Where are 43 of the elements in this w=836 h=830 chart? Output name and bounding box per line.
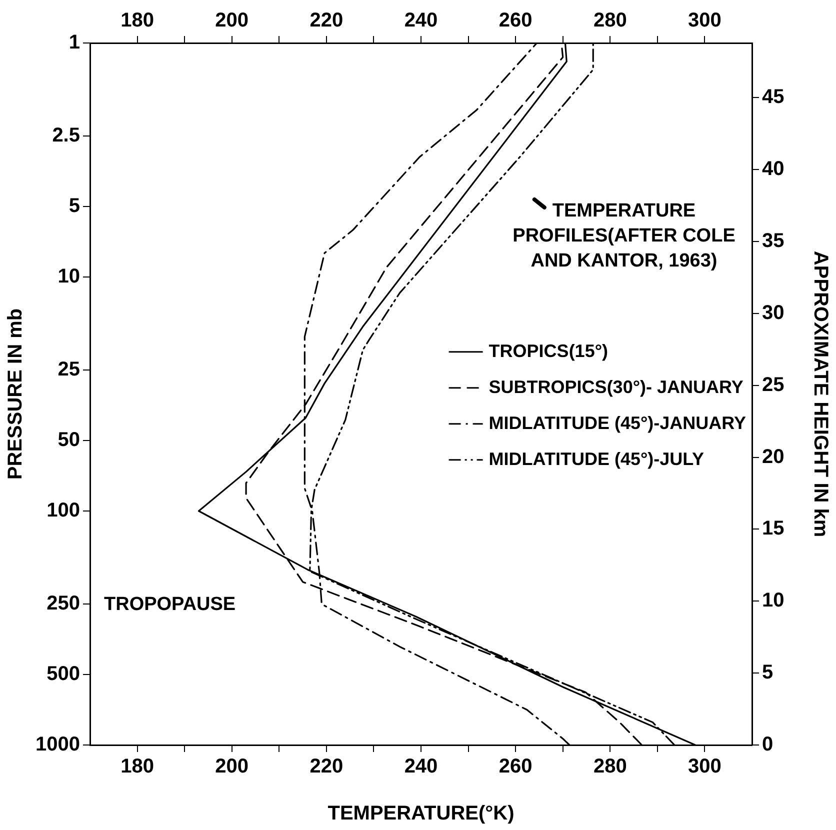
x2-tick-label: 180 (120, 10, 154, 32)
legend-label: MIDLATITUDE (45°)-JULY (488, 448, 704, 469)
x-tick-label: 180 (120, 756, 154, 778)
y2-tick-label: 10 (762, 590, 784, 612)
y2-tick-label: 30 (762, 302, 784, 324)
y-tick-label: 1000 (36, 734, 80, 756)
annotation: TEMPERATURE PROFILES(AFTER COLE AND KANTOR, 1963) (512, 200, 736, 272)
x2-tick-label: 280 (593, 10, 627, 32)
legend-label: TROPICS(15°) (488, 340, 608, 361)
x-axis-title: TEMPERATURE(°K) (328, 802, 514, 825)
annotation: TROPOPAUSE (104, 594, 236, 615)
y2-tick-label: 5 (762, 662, 774, 684)
y2-tick-label: 40 (762, 158, 784, 180)
x2-tick-label: 300 (688, 10, 722, 32)
y2-tick-label: 25 (762, 374, 784, 396)
y2-tick-label: 35 (762, 230, 784, 252)
legend-label: MIDLATITUDE (45°)-JANUARY (488, 412, 746, 433)
y2-tick-label: 15 (762, 518, 784, 540)
x-tick-label: 300 (688, 756, 722, 778)
y-axis-title: PRESSURE IN mb (4, 308, 27, 480)
y-tick-label: 1 (68, 32, 80, 54)
y-tick-label: 50 (58, 429, 80, 452)
x-tick-label: 220 (310, 756, 344, 778)
x2-tick-label: 220 (310, 10, 344, 32)
y2-tick-label: 45 (762, 86, 784, 108)
x2-tick-label: 240 (404, 10, 438, 32)
y-tick-label: 25 (58, 358, 80, 381)
y-tick-label: 10 (58, 266, 80, 288)
x-tick-label: 260 (498, 756, 532, 778)
y2-tick-label: 0 (762, 734, 774, 756)
y2-tick-label: 20 (762, 446, 784, 468)
legend-label: SUBTROPICS(30°)- JANUARY (488, 376, 744, 397)
x2-tick-label: 260 (498, 10, 532, 32)
y-tick-label: 250 (46, 592, 80, 615)
x-tick-label: 240 (404, 756, 438, 778)
y-tick-label: 500 (46, 663, 80, 686)
y-tick-label: 100 (46, 500, 80, 522)
x-tick-label: 280 (593, 756, 627, 778)
x2-tick-label: 200 (215, 10, 249, 32)
y2-axis-title: APPROXIMATE HEIGHT IN km (809, 250, 832, 538)
x-tick-label: 200 (215, 756, 249, 778)
y-tick-label: 5 (68, 195, 80, 218)
y-tick-label: 2.5 (52, 124, 80, 147)
